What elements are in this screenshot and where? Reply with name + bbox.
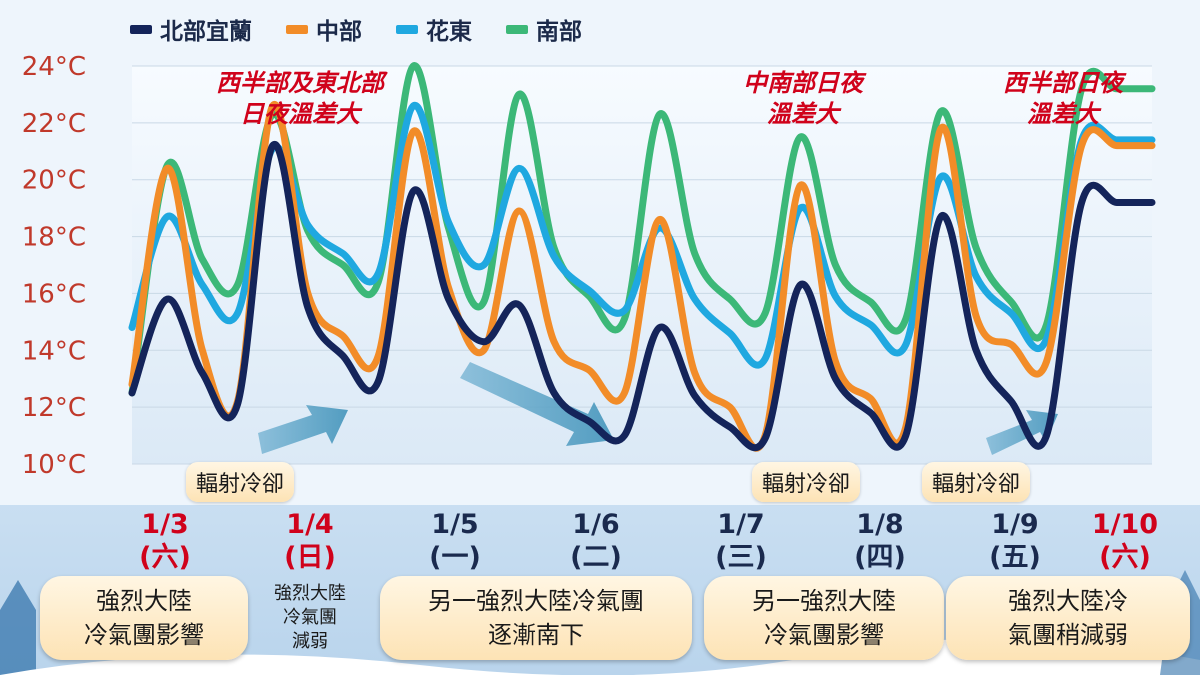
date-label: 1/6 (二) — [541, 508, 651, 574]
legend-swatch-east — [396, 24, 418, 34]
y-tick-label: 22°C — [22, 109, 86, 139]
date-label: 1/5 (一) — [400, 508, 510, 574]
y-tick-label: 16°C — [22, 279, 86, 309]
y-tick-label: 20°C — [22, 166, 86, 196]
weather-box-2: 強烈大陸 冷氣團 減弱 — [254, 578, 366, 658]
annotation-line: 中南部日夜 — [743, 69, 863, 97]
legend-swatch-central — [286, 24, 308, 34]
date-label: 1/9 (五) — [960, 508, 1070, 574]
date-text: 1/5 — [431, 509, 479, 540]
date-text: 1/8 — [856, 509, 904, 540]
date-text: 1/10 — [1091, 509, 1159, 540]
arrow-middle — [460, 362, 614, 446]
weekday-text: (一) — [429, 542, 481, 573]
date-label: 1/4 (日) — [255, 508, 365, 574]
legend-label-south: 南部 — [536, 19, 582, 45]
radiative-cooling-label: 輻射冷卻 — [186, 462, 295, 502]
date-label: 1/3 (六) — [110, 508, 220, 574]
series-line-1 — [128, 101, 1156, 452]
weather-box-4: 另一強烈大陸 冷氣團影響 — [704, 576, 944, 660]
box-line: 冷氣團影響 — [764, 621, 884, 649]
date-label: 1/10 (六) — [1070, 508, 1180, 574]
box-line: 另一強烈大陸 — [752, 587, 896, 615]
date-label: 1/8 (四) — [825, 508, 935, 574]
y-axis-ticks: 10°C 12°C 14°C 16°C 18°C 20°C 22°C 24°C — [22, 52, 86, 480]
date-text: 1/3 — [141, 509, 189, 540]
date-text: 1/6 — [572, 509, 620, 540]
legend-label-central: 中部 — [316, 19, 362, 45]
legend-item-central: 中部 — [286, 12, 362, 46]
annotation-line: 西半部及東北部 — [216, 69, 384, 97]
series-line-0 — [128, 140, 1156, 452]
annotation-west-northeast: 西半部及東北部 日夜溫差大 — [180, 68, 420, 130]
box-line: 冷氣團 — [283, 607, 337, 628]
legend-swatch-north — [130, 24, 152, 34]
weekday-text: (五) — [989, 542, 1041, 573]
legend-swatch-south — [506, 24, 528, 34]
grid-lines — [132, 65, 1152, 465]
weather-box-5: 強烈大陸冷 氣團稍減弱 — [946, 576, 1190, 660]
series-lines — [128, 62, 1156, 452]
annotation-line: 溫差大 — [1027, 100, 1099, 128]
box-line: 冷氣團影響 — [84, 621, 204, 649]
weather-box-1: 強烈大陸 冷氣團影響 — [40, 576, 248, 660]
legend-item-south: 南部 — [506, 12, 582, 46]
box-line: 減弱 — [292, 631, 328, 652]
date-label: 1/7 (三) — [686, 508, 796, 574]
weekday-text: (六) — [139, 542, 191, 573]
weekday-text: (日) — [284, 542, 336, 573]
box-line: 另一強烈大陸冷氣團 — [428, 587, 644, 615]
legend: 北部宜蘭 中部 花東 南部 — [130, 12, 582, 46]
y-tick-label: 24°C — [22, 52, 86, 82]
arrow-right — [986, 410, 1058, 455]
box-line: 強烈大陸 — [274, 583, 346, 604]
weekday-text: (四) — [854, 542, 906, 573]
arrow-left — [258, 405, 348, 454]
y-tick-label: 10°C — [22, 450, 86, 480]
weather-box-3: 另一強烈大陸冷氣團 逐漸南下 — [380, 576, 692, 660]
weekday-text: (六) — [1099, 542, 1151, 573]
annotation-line: 西半部日夜 — [1003, 69, 1123, 97]
box-line: 氣團稍減弱 — [1008, 621, 1128, 649]
annotation-central-south: 中南部日夜 溫差大 — [718, 68, 888, 130]
weekday-text: (三) — [715, 542, 767, 573]
y-tick-label: 14°C — [22, 336, 86, 366]
legend-item-east: 花東 — [396, 12, 472, 46]
annotation-line: 溫差大 — [767, 100, 839, 128]
annotation-west: 西半部日夜 溫差大 — [978, 68, 1148, 130]
radiative-cooling-label: 輻射冷卻 — [752, 462, 861, 502]
date-text: 1/9 — [991, 509, 1039, 540]
cold-air-arrows — [258, 362, 1058, 455]
legend-label-east: 花東 — [426, 19, 472, 45]
weekday-text: (二) — [570, 542, 622, 573]
box-line: 逐漸南下 — [488, 621, 584, 649]
box-line: 強烈大陸 — [96, 587, 192, 615]
radiative-cooling-label: 輻射冷卻 — [922, 462, 1031, 502]
annotation-line: 日夜溫差大 — [240, 100, 360, 128]
date-text: 1/7 — [717, 509, 765, 540]
y-tick-label: 12°C — [22, 393, 86, 423]
legend-label-north: 北部宜蘭 — [160, 19, 252, 45]
y-tick-label: 18°C — [22, 223, 86, 253]
date-text: 1/4 — [286, 509, 334, 540]
legend-item-north: 北部宜蘭 — [130, 12, 252, 46]
box-line: 強烈大陸冷 — [1008, 587, 1128, 615]
